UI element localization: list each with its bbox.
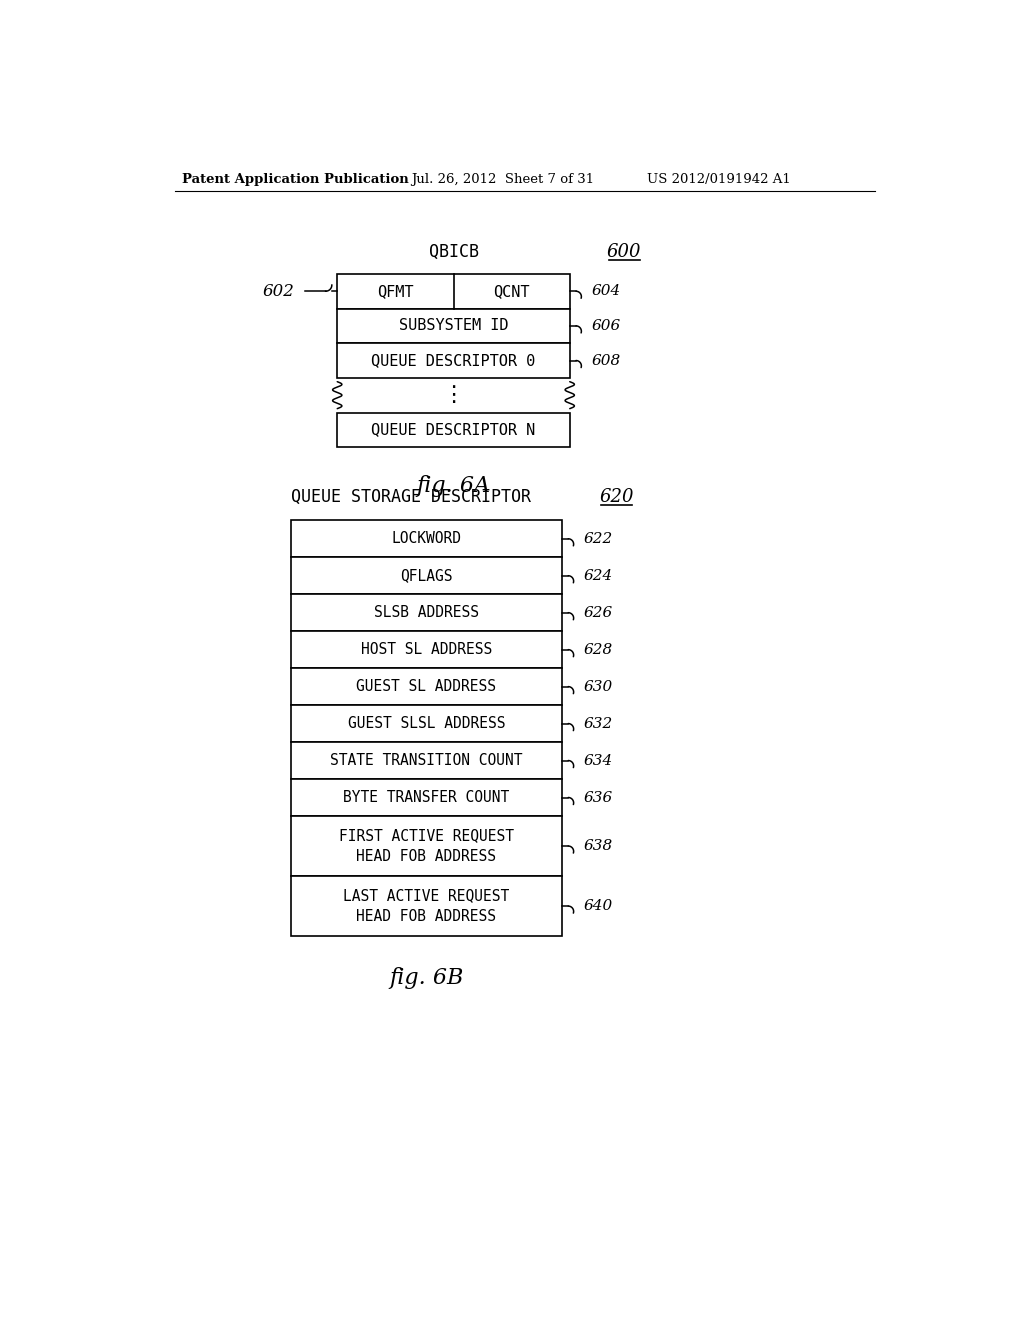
Text: QUEUE DESCRIPTOR N: QUEUE DESCRIPTOR N bbox=[372, 422, 536, 437]
Text: fig. 6B: fig. 6B bbox=[389, 968, 464, 990]
Text: 628: 628 bbox=[584, 643, 613, 656]
Text: QBICB: QBICB bbox=[428, 243, 478, 261]
Bar bbox=[291, 520, 562, 557]
Text: 632: 632 bbox=[584, 717, 613, 730]
Text: QUEUE STORAGE DESCRIPTOR: QUEUE STORAGE DESCRIPTOR bbox=[291, 488, 530, 506]
Text: 638: 638 bbox=[584, 840, 613, 853]
Text: QUEUE DESCRIPTOR 0: QUEUE DESCRIPTOR 0 bbox=[372, 352, 536, 368]
Text: SLSB ADDRESS: SLSB ADDRESS bbox=[374, 605, 479, 620]
Text: 630: 630 bbox=[584, 680, 613, 693]
Text: GUEST SLSL ADDRESS: GUEST SLSL ADDRESS bbox=[347, 715, 505, 731]
Text: BYTE TRANSFER COUNT: BYTE TRANSFER COUNT bbox=[343, 789, 510, 805]
Text: SUBSYSTEM ID: SUBSYSTEM ID bbox=[398, 318, 508, 334]
Text: 620: 620 bbox=[599, 488, 634, 506]
Text: GUEST SL ADDRESS: GUEST SL ADDRESS bbox=[356, 678, 497, 694]
Text: QFLAGS: QFLAGS bbox=[400, 568, 453, 583]
Text: 606: 606 bbox=[592, 319, 621, 333]
Bar bbox=[291, 742, 562, 779]
Text: HOST SL ADDRESS: HOST SL ADDRESS bbox=[360, 642, 492, 657]
Text: 604: 604 bbox=[592, 284, 621, 298]
Text: FIRST ACTIVE REQUEST
HEAD FOB ADDRESS: FIRST ACTIVE REQUEST HEAD FOB ADDRESS bbox=[339, 828, 514, 865]
Bar bbox=[291, 557, 562, 594]
Text: fig. 6A: fig. 6A bbox=[417, 475, 490, 496]
Text: 608: 608 bbox=[592, 354, 621, 367]
Text: US 2012/0191942 A1: US 2012/0191942 A1 bbox=[647, 173, 791, 186]
Text: 600: 600 bbox=[607, 243, 641, 261]
Bar bbox=[337, 309, 569, 343]
Bar bbox=[291, 631, 562, 668]
Text: Jul. 26, 2012  Sheet 7 of 31: Jul. 26, 2012 Sheet 7 of 31 bbox=[411, 173, 594, 186]
Text: 626: 626 bbox=[584, 606, 613, 619]
Bar bbox=[291, 705, 562, 742]
Text: LOCKWORD: LOCKWORD bbox=[391, 531, 462, 546]
Text: QCNT: QCNT bbox=[494, 284, 529, 298]
Bar bbox=[291, 594, 562, 631]
Text: 636: 636 bbox=[584, 791, 613, 804]
Bar bbox=[337, 343, 569, 378]
Bar bbox=[337, 413, 569, 447]
Text: 624: 624 bbox=[584, 569, 613, 582]
Bar bbox=[291, 816, 562, 876]
Text: 640: 640 bbox=[584, 899, 613, 913]
Text: STATE TRANSITION COUNT: STATE TRANSITION COUNT bbox=[330, 752, 522, 768]
Bar bbox=[337, 275, 569, 309]
Bar bbox=[291, 876, 562, 936]
Text: LAST ACTIVE REQUEST
HEAD FOB ADDRESS: LAST ACTIVE REQUEST HEAD FOB ADDRESS bbox=[343, 888, 510, 924]
Bar bbox=[291, 779, 562, 816]
Text: ⋮: ⋮ bbox=[442, 385, 465, 405]
Text: 602: 602 bbox=[263, 282, 295, 300]
Text: 622: 622 bbox=[584, 532, 613, 545]
Bar bbox=[291, 668, 562, 705]
Text: 634: 634 bbox=[584, 754, 613, 767]
Text: QFMT: QFMT bbox=[377, 284, 414, 298]
Text: Patent Application Publication: Patent Application Publication bbox=[182, 173, 409, 186]
